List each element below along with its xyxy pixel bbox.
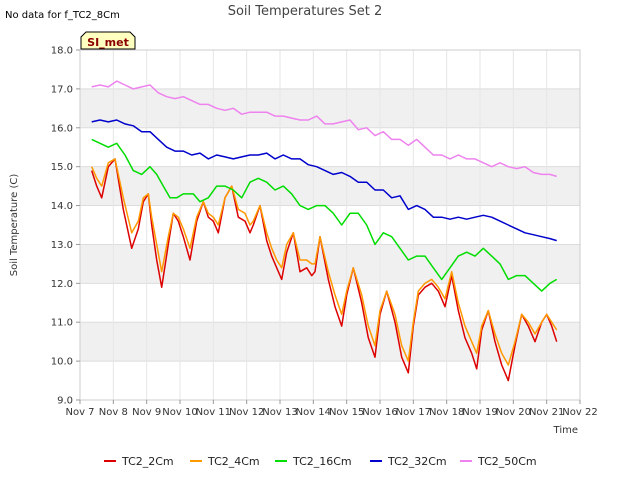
legend-label-TC2_32Cm: TC2_32Cm: [387, 455, 447, 468]
legend: TC2_2Cm TC2_4Cm TC2_16Cm TC2_32Cm TC2_50Cm: [104, 455, 537, 468]
x-tick-label: Nov 8: [99, 407, 128, 418]
legend-label-TC2_2Cm: TC2_2Cm: [121, 455, 174, 468]
x-tick-label: Nov 9: [132, 407, 161, 418]
chart-title: Soil Temperatures Set 2: [228, 4, 383, 19]
y-tick-label: 12.0: [51, 279, 73, 290]
series-line-TC2_2Cm: [90, 158, 558, 382]
x-tick-label: Nov 18: [429, 407, 464, 418]
no-data-note: No data for f_TC2_8Cm: [5, 10, 120, 21]
x-tick-label: Nov 20: [496, 407, 531, 418]
x-tick-label: Nov 17: [396, 407, 431, 418]
site-badge: SI_met: [80, 31, 136, 50]
y-tick-label: 9.0: [57, 396, 73, 407]
x-tick-label: Nov 13: [262, 407, 297, 418]
x-tick-label: Nov 14: [296, 407, 331, 418]
y-tick-label: 10.0: [51, 357, 73, 368]
y-tick-label: 15.0: [51, 162, 73, 173]
y-tick-label: 16.0: [51, 123, 73, 134]
x-tick-label: Nov 10: [162, 407, 197, 418]
legend-label-TC2_4Cm: TC2_4Cm: [207, 455, 260, 468]
series-line-TC2_50Cm: [91, 80, 557, 178]
y-tick-label: 14.0: [51, 201, 73, 212]
series-lines: [90, 80, 558, 382]
y-tick-label: 17.0: [51, 84, 73, 95]
x-tick-label: Nov 7: [65, 407, 94, 418]
plot-area-border: [79, 49, 581, 401]
x-tick-label: Nov 11: [196, 407, 231, 418]
series-line-TC2_32Cm: [91, 119, 557, 242]
x-tick-label: Nov 19: [462, 407, 497, 418]
x-tick-label: Nov 16: [362, 407, 397, 418]
site-badge-shape: [80, 31, 136, 50]
x-axis-label: Time: [553, 425, 578, 436]
x-tick-label: Nov 15: [329, 407, 364, 418]
y-tick-label: 11.0: [51, 318, 73, 329]
legend-label-TC2_16Cm: TC2_16Cm: [292, 455, 352, 468]
series-line-TC2_4Cm: [91, 158, 558, 366]
y-axis-label: Soil Temperature (C): [9, 174, 20, 277]
x-tick-label: Nov 12: [229, 407, 264, 418]
site-badge-label: SI_met: [87, 36, 129, 49]
y-tick-label: 18.0: [51, 46, 73, 57]
plot-band: [80, 88, 580, 128]
plot-bands: [80, 88, 580, 362]
plot-band: [80, 322, 580, 362]
x-tick-label: Nov 22: [562, 407, 597, 418]
x-tick-label: Nov 21: [529, 407, 564, 418]
y-tick-label: 13.0: [51, 240, 73, 251]
y-axis-ticks: 9.0 10.0 11.0 12.0 13.0 14.0 15.0 16.0 17.0 18.0: [51, 46, 80, 407]
series-line-TC2_16Cm: [91, 138, 558, 292]
legend-label-TC2_50Cm: TC2_50Cm: [477, 455, 537, 468]
